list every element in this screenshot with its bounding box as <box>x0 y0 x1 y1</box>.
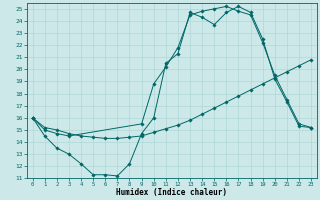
X-axis label: Humidex (Indice chaleur): Humidex (Indice chaleur) <box>116 188 228 197</box>
